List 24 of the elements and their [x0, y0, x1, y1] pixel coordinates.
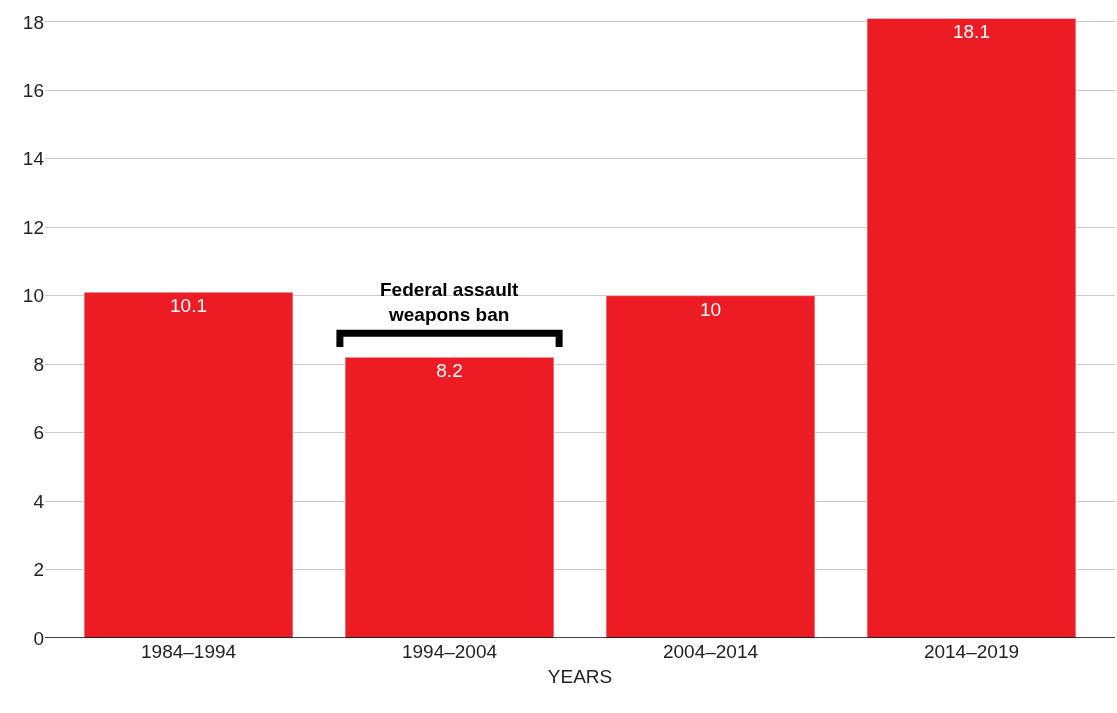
data-label: 10: [699, 298, 722, 320]
x-tick-label: 1994–2004: [401, 641, 498, 662]
y-tick-label: 18: [22, 11, 44, 33]
y-tick-label: 6: [33, 422, 44, 444]
y-tick-label: 0: [33, 627, 44, 649]
y-tick-label: 4: [33, 490, 45, 512]
bar: [83, 292, 294, 638]
bar: [605, 295, 816, 638]
bar: [344, 357, 555, 638]
data-label: 8.2: [436, 360, 463, 382]
y-tick-label: 12: [22, 216, 44, 238]
x-axis-title: YEARS: [547, 665, 613, 687]
annotation: Federal assault weapons ban: [380, 279, 520, 325]
y-tick-label: 8: [33, 353, 44, 375]
x-tick-label: 2004–2014: [662, 641, 759, 662]
data-label: 10.1: [170, 295, 208, 317]
x-tick-label: 2014–2019: [923, 641, 1020, 662]
bar: [866, 18, 1077, 638]
data-label: 18.1: [952, 21, 990, 43]
y-tick-label: 16: [22, 79, 44, 101]
y-tick-label: 10: [22, 285, 44, 307]
x-tick-label: 1984–1994: [140, 641, 237, 662]
y-tick-label: 14: [22, 148, 45, 170]
y-tick-label: 2: [33, 559, 44, 581]
